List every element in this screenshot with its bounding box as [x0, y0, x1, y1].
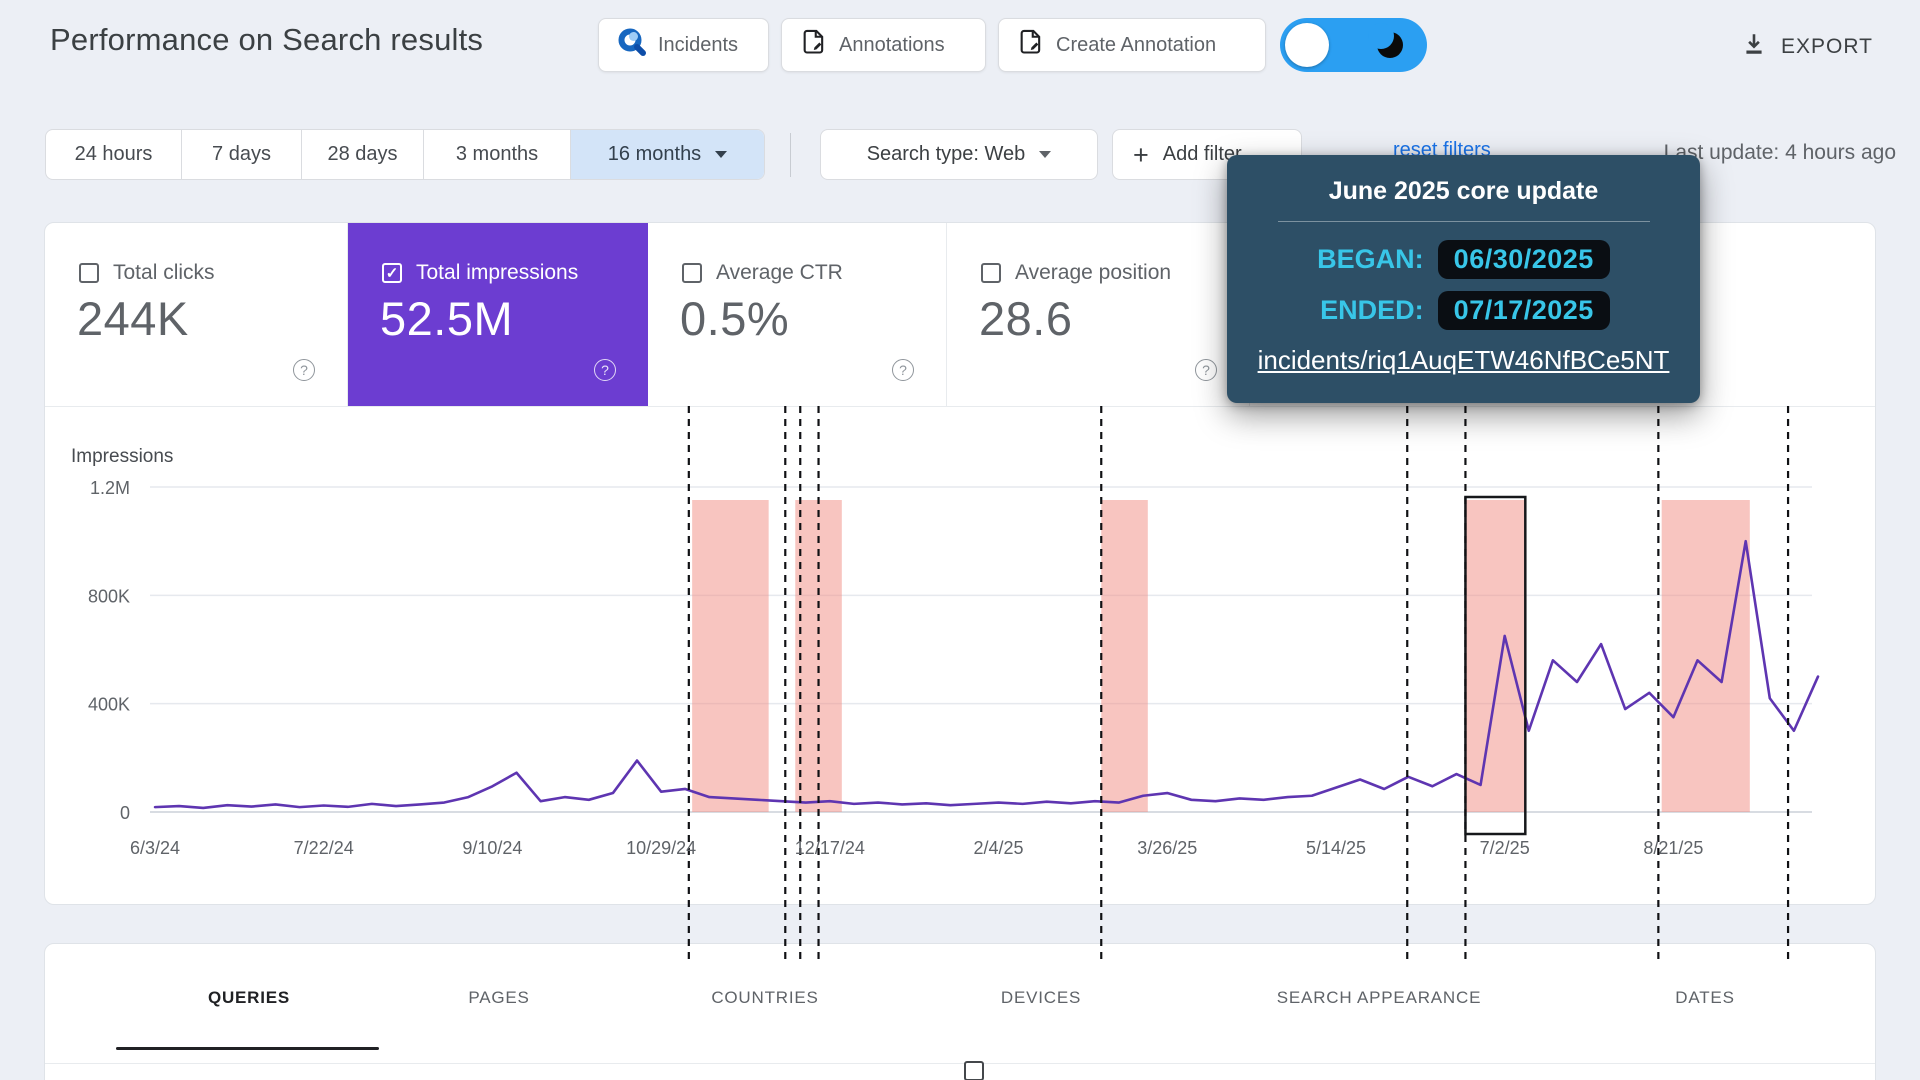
- core-update-tooltip: June 2025 core update BEGAN: 06/30/2025 …: [1227, 155, 1700, 403]
- tab-countries[interactable]: COUNTRIES: [711, 988, 819, 1007]
- x-tick-label: 3/26/25: [1137, 838, 1197, 858]
- range-7-days[interactable]: 7 days: [181, 130, 301, 179]
- page-title: Performance on Search results: [50, 22, 484, 57]
- y-axis-title: Impressions: [71, 446, 174, 467]
- tooltip-title: June 2025 core update: [1328, 177, 1599, 205]
- filter-divider: [790, 133, 791, 177]
- tab-queries[interactable]: QUERIES: [207, 988, 291, 1007]
- export-button[interactable]: EXPORT: [1735, 28, 1879, 66]
- incidents-button-label: Incidents: [658, 33, 739, 56]
- highlighted-update-band-border: [1464, 495, 1527, 836]
- x-tick-label: 6/3/24: [130, 838, 180, 858]
- metric-value: 52.5M: [380, 292, 514, 345]
- metric-card-total-impressions[interactable]: ✓ Total impressions 52.5M ?: [348, 223, 648, 406]
- incidents-logo-icon: [617, 27, 647, 63]
- range-3-months[interactable]: 3 months: [423, 130, 570, 179]
- ended-date-badge: 07/17/2025: [1437, 291, 1610, 330]
- dimensions-panel: QUERIES PAGES COUNTRIES DEVICES SEARCH A…: [44, 943, 1876, 1080]
- chevron-down-icon: [1039, 151, 1052, 158]
- x-tick-label: 2/4/25: [974, 838, 1024, 858]
- began-date-badge: 06/30/2025: [1437, 240, 1610, 279]
- metric-card-average-position[interactable]: Average position 28.6 ?: [947, 223, 1250, 406]
- core-update-band: [692, 500, 769, 812]
- y-tick-label: 1.2M: [90, 478, 130, 498]
- began-label: BEGAN:: [1317, 244, 1424, 274]
- search-type-dropdown[interactable]: Search type: Web: [820, 129, 1098, 180]
- impressions-chart[interactable]: 0 400K 800K 1.2M 6/3/24 7/22/24 9/10/24 10/29/2…: [44, 402, 1876, 967]
- create-annotation-button-label: Create Annotation: [1056, 33, 1217, 56]
- dark-mode-toggle[interactable]: [1280, 18, 1427, 72]
- help-icon[interactable]: ?: [1195, 359, 1217, 381]
- x-tick-label: 12/17/24: [795, 838, 865, 858]
- y-tick-label: 800K: [88, 586, 130, 606]
- table-divider: [45, 1063, 1875, 1064]
- x-tick-label: 10/29/24: [626, 838, 696, 858]
- tab-pages[interactable]: PAGES: [468, 988, 530, 1007]
- y-tick-label: 400K: [88, 695, 130, 715]
- checkbox-unchecked-icon[interactable]: [682, 263, 702, 283]
- x-tick-label: 9/10/24: [462, 838, 522, 858]
- active-tab-underline: [116, 1047, 379, 1050]
- x-tick-label: 7/2/25: [1480, 838, 1530, 858]
- range-24-hours[interactable]: 24 hours: [74, 143, 153, 165]
- core-update-band: [1101, 500, 1148, 812]
- help-icon[interactable]: ?: [594, 359, 616, 381]
- y-tick-label: 0: [120, 803, 130, 823]
- chevron-down-icon: [715, 151, 728, 158]
- table-select-checkbox[interactable]: [964, 1061, 984, 1080]
- download-icon: [1741, 31, 1767, 63]
- incident-link[interactable]: incidents/riq1AuqETW46NfBCe5NT: [1257, 345, 1670, 375]
- metric-label: Average position: [1015, 261, 1172, 284]
- help-icon[interactable]: ?: [293, 359, 315, 381]
- metric-value: 244K: [77, 292, 189, 345]
- range-16-months-dropdown[interactable]: 16 months: [570, 130, 764, 179]
- toggle-knob[interactable]: [1285, 23, 1329, 67]
- tab-dates[interactable]: DATES: [1675, 988, 1735, 1007]
- metric-value: 28.6: [979, 292, 1073, 345]
- metric-value: 0.5%: [680, 292, 790, 345]
- add-filter-label: Add filter: [1162, 143, 1242, 165]
- annotation-document-icon: [1017, 28, 1045, 62]
- create-annotation-button[interactable]: Create Annotation: [998, 18, 1266, 72]
- checkbox-unchecked-icon[interactable]: [981, 263, 1001, 283]
- core-update-band: [1465, 500, 1526, 812]
- metric-cards-row: Total clicks 244K ? ✓ Total impressions …: [45, 223, 1875, 407]
- metric-label: Total impressions: [416, 261, 579, 284]
- x-tick-label: 7/22/24: [294, 838, 354, 858]
- metric-card-average-ctr[interactable]: Average CTR 0.5% ?: [648, 223, 947, 406]
- last-update-text: Last update: 4 hours ago: [1663, 141, 1896, 164]
- metric-label: Average CTR: [716, 261, 843, 284]
- checkbox-checked-icon[interactable]: ✓: [382, 263, 402, 283]
- plus-icon: +: [1133, 139, 1149, 170]
- range-16-months-label: 16 months: [607, 143, 702, 165]
- annotations-button[interactable]: Annotations: [781, 18, 986, 72]
- core-update-band: [1661, 500, 1750, 812]
- metric-card-total-clicks[interactable]: Total clicks 244K ?: [45, 223, 348, 406]
- x-tick-label: 8/21/25: [1643, 838, 1703, 858]
- metric-label: Total clicks: [113, 261, 215, 284]
- impressions-line: [153, 539, 1820, 810]
- export-button-label: EXPORT: [1781, 35, 1873, 58]
- x-tick-label: 5/14/25: [1306, 838, 1366, 858]
- annotation-document-icon: [800, 28, 828, 62]
- ended-label: ENDED:: [1320, 295, 1424, 325]
- search-type-label: Search type: Web: [866, 143, 1026, 165]
- annotations-button-label: Annotations: [839, 33, 945, 56]
- moon-icon: [1368, 23, 1403, 58]
- tab-devices[interactable]: DEVICES: [1000, 988, 1082, 1007]
- tooltip-divider: [1277, 221, 1650, 222]
- help-icon[interactable]: ?: [892, 359, 914, 381]
- range-28-days[interactable]: 28 days: [301, 130, 423, 179]
- tab-search-appearance[interactable]: SEARCH APPEARANCE: [1276, 988, 1482, 1007]
- date-range-selector: 24 hours 7 days 28 days 3 months 16 mont…: [45, 129, 765, 180]
- incidents-button[interactable]: Incidents: [598, 18, 769, 72]
- checkbox-unchecked-icon[interactable]: [79, 263, 99, 283]
